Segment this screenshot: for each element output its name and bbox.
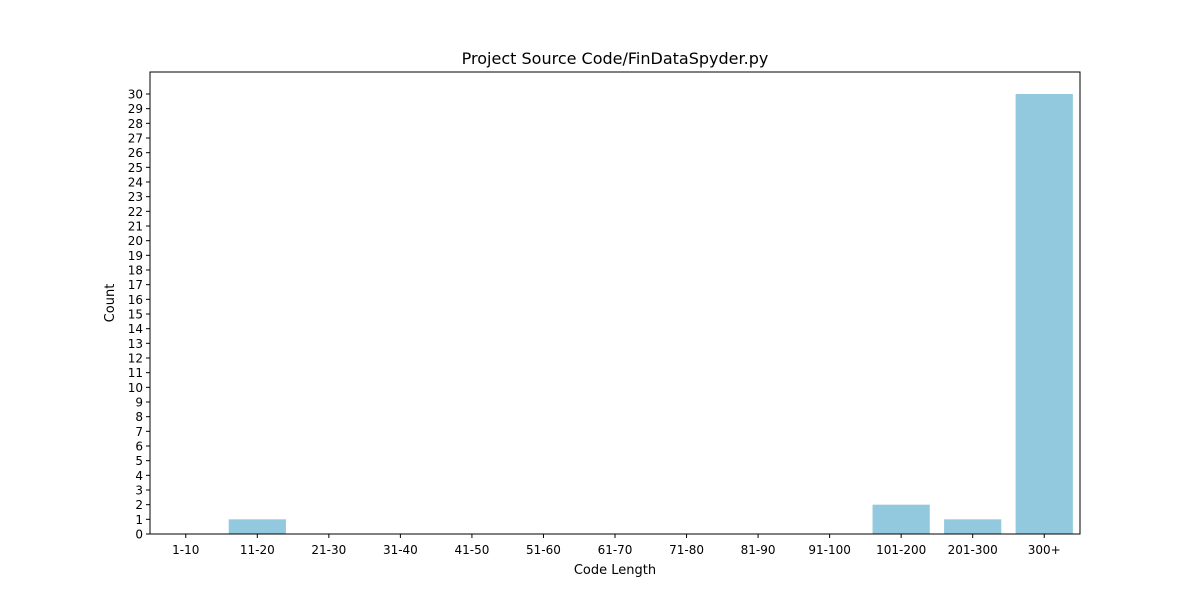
y-tick-label: 24 [128,176,143,190]
x-tick-label: 61-70 [598,543,633,557]
y-tick-label: 12 [128,352,143,366]
x-tick-label: 31-40 [383,543,418,557]
x-tick-label: 71-80 [669,543,704,557]
chart-title: Project Source Code/FinDataSpyder.py [462,49,769,68]
x-tick-label: 41-50 [454,543,489,557]
bars-layer [228,94,1073,534]
y-tick-label: 2 [135,498,143,512]
y-tick-label: 25 [128,161,143,175]
y-tick-label: 19 [128,249,143,263]
y-tick-label: 28 [128,117,143,131]
y-tick-label: 1 [135,513,143,527]
y-tick-label: 5 [135,454,143,468]
y-tick-label: 22 [128,205,143,219]
bar-300+ [1015,94,1073,534]
y-tick-label: 7 [135,425,143,439]
y-tick-label: 11 [128,366,143,380]
y-tick-label: 3 [135,484,143,498]
y-tick-label: 18 [128,264,143,278]
x-tick-label: 201-300 [948,543,998,557]
y-tick-label: 9 [135,396,143,410]
y-tick-label: 17 [128,278,143,292]
x-tick-label: 21-30 [311,543,346,557]
y-tick-label: 29 [128,102,143,116]
y-tick-label: 6 [135,440,143,454]
bar-201-300 [944,519,1002,534]
y-tick-label: 30 [128,88,143,102]
y-tick-label: 20 [128,234,143,248]
y-tick-label: 21 [128,220,143,234]
x-tick-label: 101-200 [876,543,926,557]
x-tick-label: 81-90 [741,543,776,557]
y-tick-label: 13 [128,337,143,351]
y-tick-label: 4 [135,469,143,483]
y-tick-label: 27 [128,132,143,146]
x-tick-label: 91-100 [808,543,851,557]
y-tick-label: 23 [128,190,143,204]
y-tick-label: 15 [128,308,143,322]
y-tick-label: 8 [135,410,143,424]
x-tick-label: 11-20 [240,543,275,557]
bar-11-20 [228,519,286,534]
y-tick-label: 16 [128,293,143,307]
y-axis-label: Count [103,284,118,323]
x-axis-label: Code Length [574,563,656,578]
x-tick-label: 300+ [1028,543,1061,557]
x-tick-label: 1-10 [172,543,199,557]
y-tick-label: 26 [128,146,143,160]
y-tick-label: 10 [128,381,143,395]
y-tick-label: 0 [135,528,143,542]
bar-101-200 [872,504,930,534]
x-tick-label: 51-60 [526,543,561,557]
x-axis: 1-10 11-20 21-30 31-40 41-50 51-60 61-70 71-80 8… [172,534,1061,557]
plot-frame [149,71,1081,535]
y-tick-label: 14 [128,322,143,336]
y-axis: 0123456789101112131415161718192021222324… [128,88,150,542]
